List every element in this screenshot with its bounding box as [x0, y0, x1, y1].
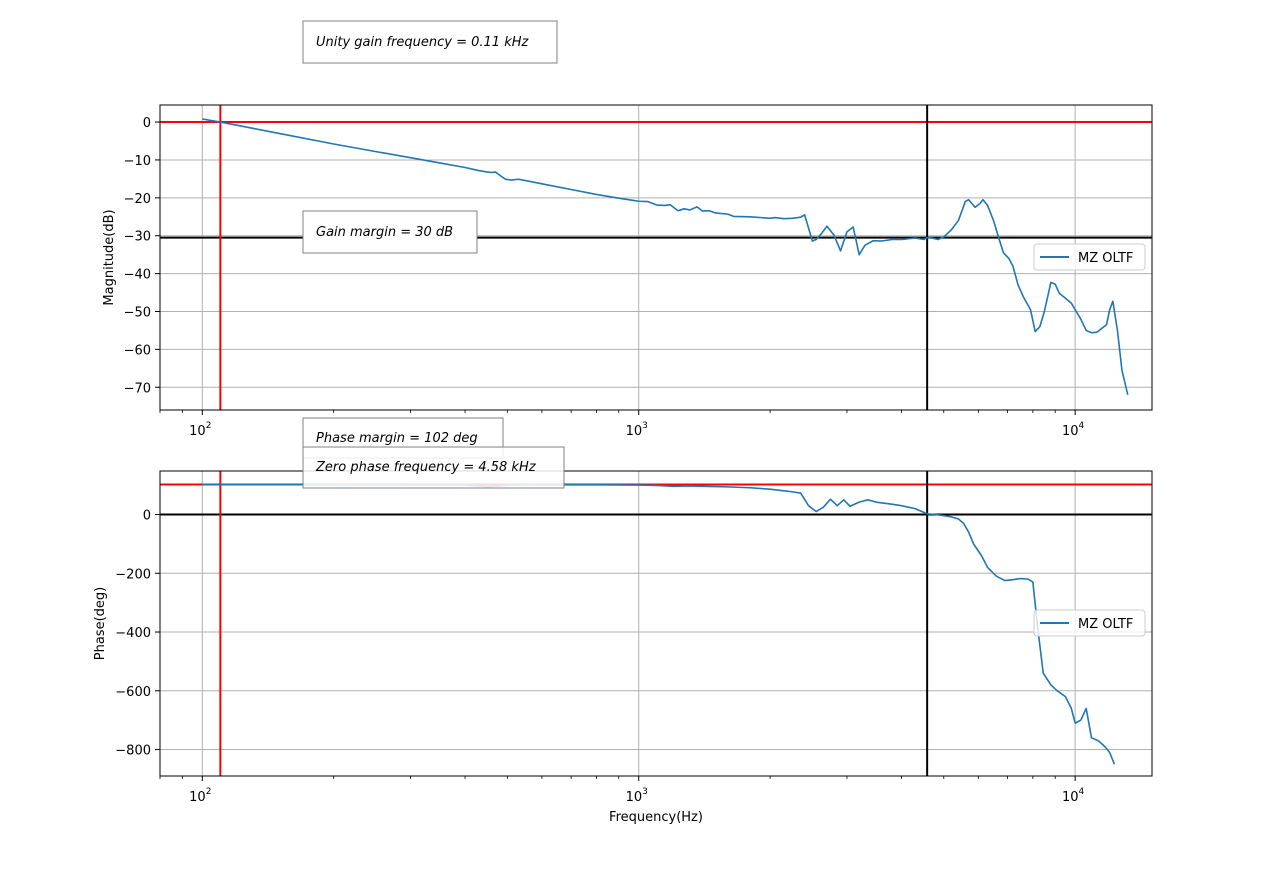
- phase-axes: 102 103 1040−200−400−600−800Phase(deg)Freq…: [93, 470, 1153, 825]
- axes-frame: [159, 470, 1153, 777]
- axes-frame: [159, 104, 1153, 411]
- y-tick-label: −400: [115, 626, 151, 641]
- y-tick-label: −60: [124, 343, 151, 358]
- y-tick-label: −800: [115, 744, 151, 759]
- y-axis-title: Magnitude(dB): [102, 209, 117, 305]
- legend-box: [1033, 609, 1146, 637]
- y-tick-label: −20: [124, 192, 151, 207]
- unity-gain-text: Unity gain frequency = 0.11 kHz: [316, 35, 530, 50]
- legend-label: MZ OLTF: [1078, 251, 1133, 266]
- annotation-box: [302, 210, 478, 254]
- gain-margin-text: Gain margin = 30 dB: [316, 225, 453, 240]
- y-tick-label: −70: [124, 381, 151, 396]
- zero-phase-annotation: Zero phase frequency = 4.58 kHz: [302, 446, 565, 489]
- unity-gain-annotation: Unity gain frequency = 0.11 kHz: [302, 20, 558, 64]
- x-tick-exponent: 4: [1079, 421, 1085, 431]
- y-tick-label: −40: [124, 268, 151, 283]
- series-line-mz-oltf: [202, 483, 1116, 765]
- x-axis-title: Frequency(Hz): [609, 810, 703, 825]
- x-tick-exponent: 3: [642, 421, 648, 431]
- y-tick-label: −10: [124, 154, 151, 169]
- y-tick-label: 0: [143, 508, 151, 523]
- y-tick-label: −200: [115, 567, 151, 582]
- y-tick-label: −600: [115, 685, 151, 700]
- annotation-box: [302, 446, 565, 489]
- grid: [160, 105, 1152, 410]
- annotation-box: [302, 20, 558, 64]
- legend: MZ OLTF: [1033, 243, 1146, 271]
- y-tick-label: 0: [143, 116, 151, 131]
- y-tick-label: −50: [124, 305, 151, 320]
- y-axis-title: Phase(deg): [93, 587, 108, 660]
- zero-phase-text: Zero phase frequency = 4.58 kHz: [315, 460, 537, 475]
- gain-margin-annotation: Gain margin = 30 dB: [302, 210, 478, 254]
- legend-box: [1033, 243, 1146, 271]
- y-tick-label: −30: [124, 230, 151, 245]
- phase-margin-text: Phase margin = 102 deg: [316, 431, 478, 446]
- x-tick-exponent: 2: [206, 787, 212, 797]
- series-line-mz-oltf: [202, 118, 1129, 396]
- x-tick-exponent: 4: [1079, 787, 1085, 797]
- legend-label: MZ OLTF: [1078, 617, 1133, 632]
- legend: MZ OLTF: [1033, 609, 1146, 637]
- x-tick-exponent: 2: [206, 421, 212, 431]
- x-tick-exponent: 3: [642, 787, 648, 797]
